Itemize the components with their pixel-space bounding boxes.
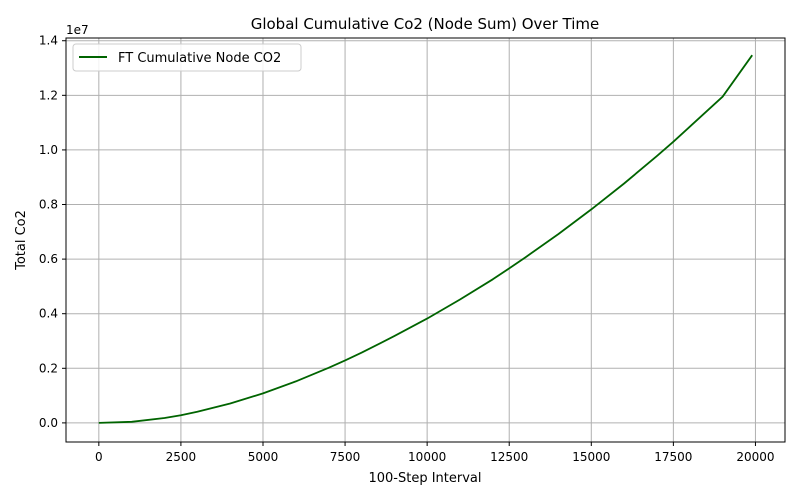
legend-box <box>72 43 302 72</box>
y-tick-label: 1.4 <box>39 34 58 48</box>
x-axis-label: 100-Step Interval <box>368 471 481 486</box>
x-tick-label: 0 <box>95 450 103 464</box>
x-tick-label: 17500 <box>654 450 692 464</box>
x-tick-label: 20000 <box>736 450 774 464</box>
y-tick-label: 0.2 <box>39 361 58 375</box>
y-tick-label: 0.0 <box>39 416 58 430</box>
legend-label: FT Cumulative Node CO2 <box>118 51 281 66</box>
y-tick-label: 0.4 <box>39 307 58 321</box>
y-tick-label: 1.0 <box>39 143 58 157</box>
plot-frame <box>65 37 786 443</box>
x-axis: 0 2500 5000 7500 10000 12500 15000 17500 20000 <box>95 442 775 464</box>
x-tick-label: 7500 <box>330 450 361 464</box>
legend: FT Cumulative Node CO2 <box>72 43 302 72</box>
y-tick-label: 1.2 <box>39 88 58 102</box>
series-line <box>98 54 753 424</box>
x-tick-label: 12500 <box>490 450 528 464</box>
x-tick-label: 10000 <box>408 450 446 464</box>
series-layer <box>98 54 753 424</box>
y-tick-label: 0.8 <box>39 198 58 212</box>
x-tick-label: 2500 <box>166 450 197 464</box>
x-tick-label: 15000 <box>572 450 610 464</box>
y-axis-label: Total Co2 <box>14 210 29 271</box>
grid <box>66 38 785 442</box>
y-axis-offset-label: 1e7 <box>66 23 89 37</box>
x-tick-label: 5000 <box>248 450 279 464</box>
chart-title: Global Cumulative Co2 (Node Sum) Over Ti… <box>251 15 600 33</box>
y-axis: 0.0 0.2 0.4 0.6 0.8 1.0 1.2 1.4 <box>39 34 66 430</box>
y-tick-label: 0.6 <box>39 252 58 266</box>
